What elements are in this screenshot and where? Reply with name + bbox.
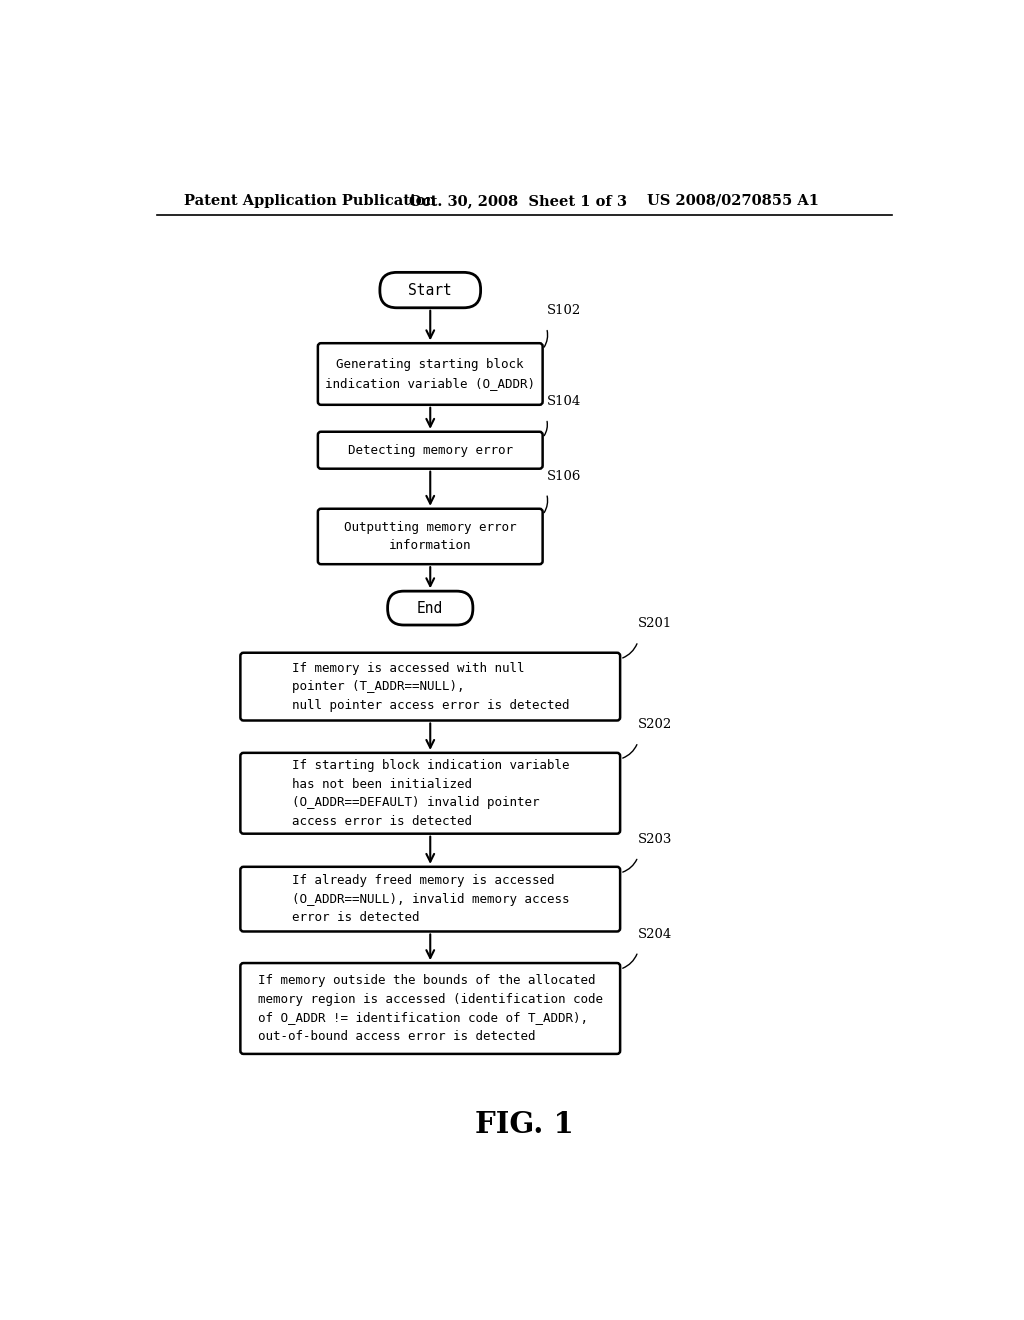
Text: If starting block indication variable
has not been initialized
(O_ADDR==DEFAULT): If starting block indication variable ha… — [292, 759, 569, 828]
Text: If memory outside the bounds of the allocated
memory region is accessed (identif: If memory outside the bounds of the allo… — [258, 974, 603, 1043]
Text: S203: S203 — [638, 833, 673, 846]
Text: Oct. 30, 2008  Sheet 1 of 3: Oct. 30, 2008 Sheet 1 of 3 — [409, 194, 627, 207]
FancyArrowPatch shape — [623, 859, 637, 873]
Text: S106: S106 — [547, 470, 581, 483]
FancyBboxPatch shape — [317, 508, 543, 564]
FancyArrowPatch shape — [623, 644, 637, 657]
Text: Generating starting block
indication variable (O_ADDR): Generating starting block indication var… — [326, 358, 536, 389]
Text: If already freed memory is accessed
(O_ADDR==NULL), invalid memory access
error : If already freed memory is accessed (O_A… — [292, 874, 569, 924]
Text: End: End — [417, 601, 443, 615]
FancyArrowPatch shape — [544, 496, 548, 512]
FancyBboxPatch shape — [388, 591, 473, 626]
Text: FIG. 1: FIG. 1 — [475, 1110, 574, 1139]
Text: S202: S202 — [638, 718, 672, 731]
Text: Patent Application Publication: Patent Application Publication — [183, 194, 436, 207]
Text: S201: S201 — [638, 618, 672, 631]
Text: S104: S104 — [547, 395, 581, 408]
FancyBboxPatch shape — [241, 867, 621, 932]
FancyBboxPatch shape — [317, 432, 543, 469]
Text: Start: Start — [409, 282, 453, 297]
Text: Outputting memory error
information: Outputting memory error information — [344, 520, 516, 552]
FancyBboxPatch shape — [317, 343, 543, 405]
Text: Detecting memory error: Detecting memory error — [348, 444, 513, 457]
Text: If memory is accessed with null
pointer (T_ADDR==NULL),
null pointer access erro: If memory is accessed with null pointer … — [292, 661, 569, 711]
FancyArrowPatch shape — [623, 954, 637, 969]
Text: S102: S102 — [547, 304, 581, 317]
FancyArrowPatch shape — [544, 421, 548, 436]
Text: S204: S204 — [638, 928, 672, 941]
FancyBboxPatch shape — [241, 752, 621, 834]
FancyBboxPatch shape — [241, 964, 621, 1053]
Text: US 2008/0270855 A1: US 2008/0270855 A1 — [647, 194, 819, 207]
FancyBboxPatch shape — [241, 653, 621, 721]
FancyArrowPatch shape — [623, 744, 637, 758]
FancyBboxPatch shape — [380, 272, 480, 308]
FancyArrowPatch shape — [544, 330, 548, 347]
